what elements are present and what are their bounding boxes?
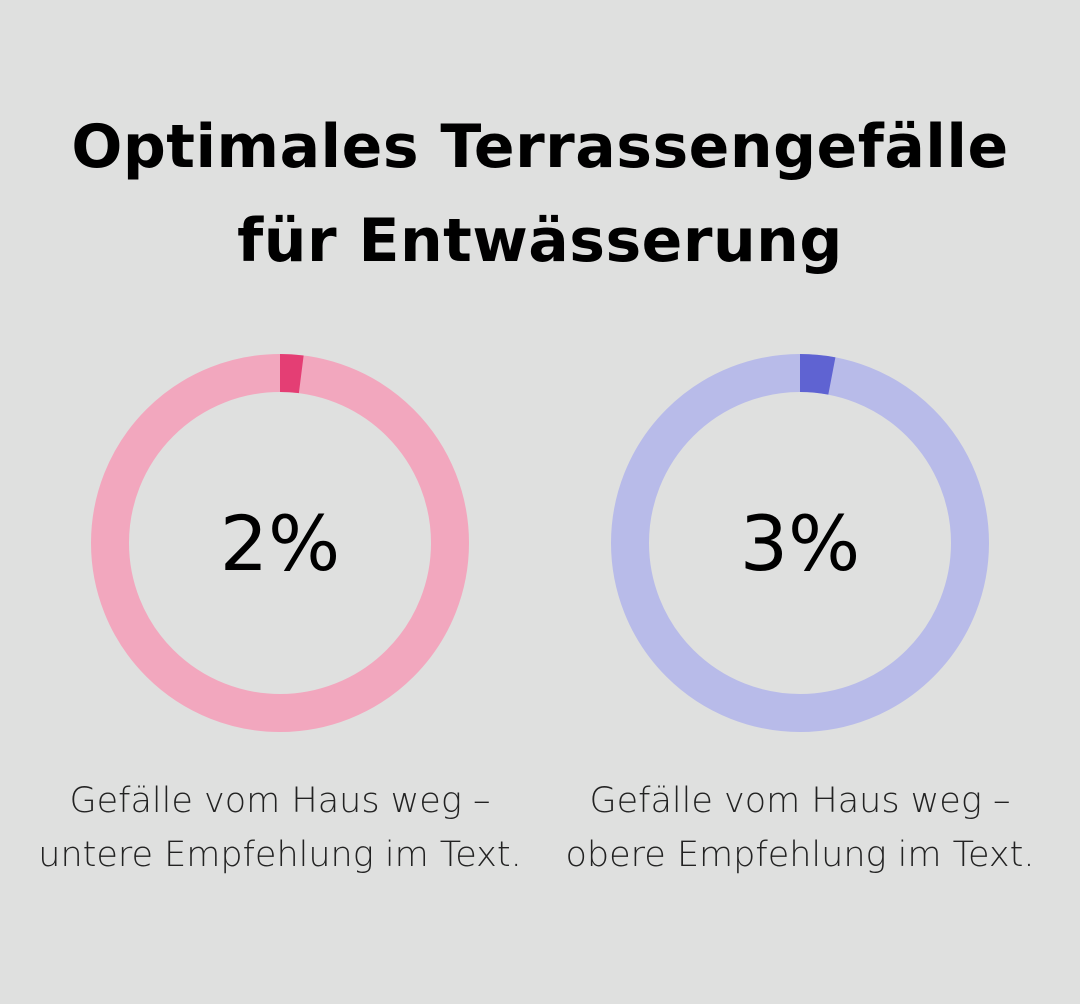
donut-segment-upper (611, 354, 989, 732)
donut-chart-lower: 2% Gefälle vom Haus weg – untere Empfehl… (38, 354, 522, 875)
donut-chart-upper: 3% Gefälle vom Haus weg – obere Empfehlu… (566, 354, 1034, 875)
donut-value-label-upper: 3% (739, 498, 861, 588)
donut-caption-lower: Gefälle vom Haus weg – untere Empfehlung… (38, 781, 522, 875)
donut-svg-lower (91, 354, 469, 732)
chart-title: Optimales Terrassengefälle für Entwässer… (0, 100, 1080, 288)
donut-caption-upper: Gefälle vom Haus weg – obere Empfehlung … (565, 781, 1035, 875)
chart-title-line-1: Optimales Terrassengefälle (71, 112, 1009, 182)
donut-segment-lower (91, 354, 469, 732)
chart-title-line-2: für Entwässerung (237, 206, 843, 276)
donut-svg-upper (611, 354, 989, 732)
donut-value-label-lower: 2% (219, 498, 341, 588)
